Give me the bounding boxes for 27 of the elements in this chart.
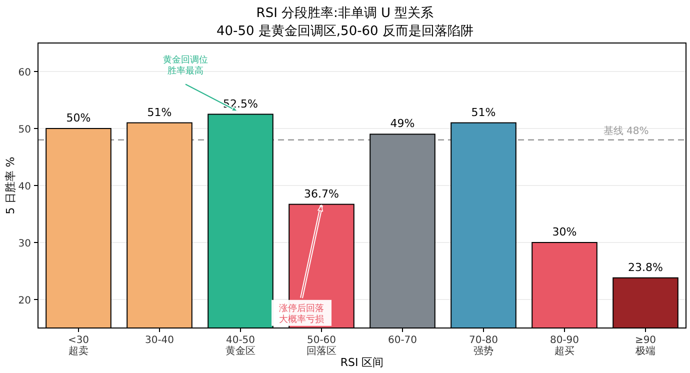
data-label: 30%: [552, 226, 577, 238]
data-label: 50%: [66, 112, 91, 124]
data-label: 51%: [471, 106, 496, 119]
y-tick-label: 20: [18, 296, 31, 306]
y-tick-label: 50: [18, 124, 31, 136]
annotation: 涨停后回落大概率亏损: [279, 302, 324, 325]
x-tick-label: ≥90 极端: [634, 335, 656, 357]
chart-subtitle: 40-50 是黄金回调区,50-60 反而是回落陷阱: [216, 24, 474, 39]
x-tick-label: <30 超卖: [68, 335, 90, 357]
x-tick-label: 30-40: [144, 335, 174, 346]
y-axis-title: 5 日胜率 %: [4, 156, 17, 214]
chart-title: RSI 分段胜率:非单调 U 型关系: [256, 5, 434, 21]
annotation: 黄金回调位胜率最高: [163, 54, 208, 76]
y-tick-label: 40: [18, 182, 31, 192]
ref-line-label: 基线 48%: [603, 124, 649, 137]
x-tick-label: 70-80 强势: [468, 335, 498, 357]
x-axis-title: RSI 区间: [340, 356, 384, 369]
x-tick-label: 60-70: [388, 335, 418, 346]
data-label: 51%: [147, 106, 172, 119]
data-label: 23.8%: [628, 260, 663, 274]
data-label: 36.7%: [304, 187, 339, 200]
x-tick-label: 40-50 黄金区: [226, 335, 256, 357]
x-tick-label: 50-60 回落区: [306, 335, 336, 357]
y-tick-label: 60: [18, 68, 31, 78]
data-label: 49%: [390, 117, 415, 130]
y-tick-label: 30: [18, 238, 31, 250]
x-tick-label: 80-90 超买: [550, 335, 580, 357]
